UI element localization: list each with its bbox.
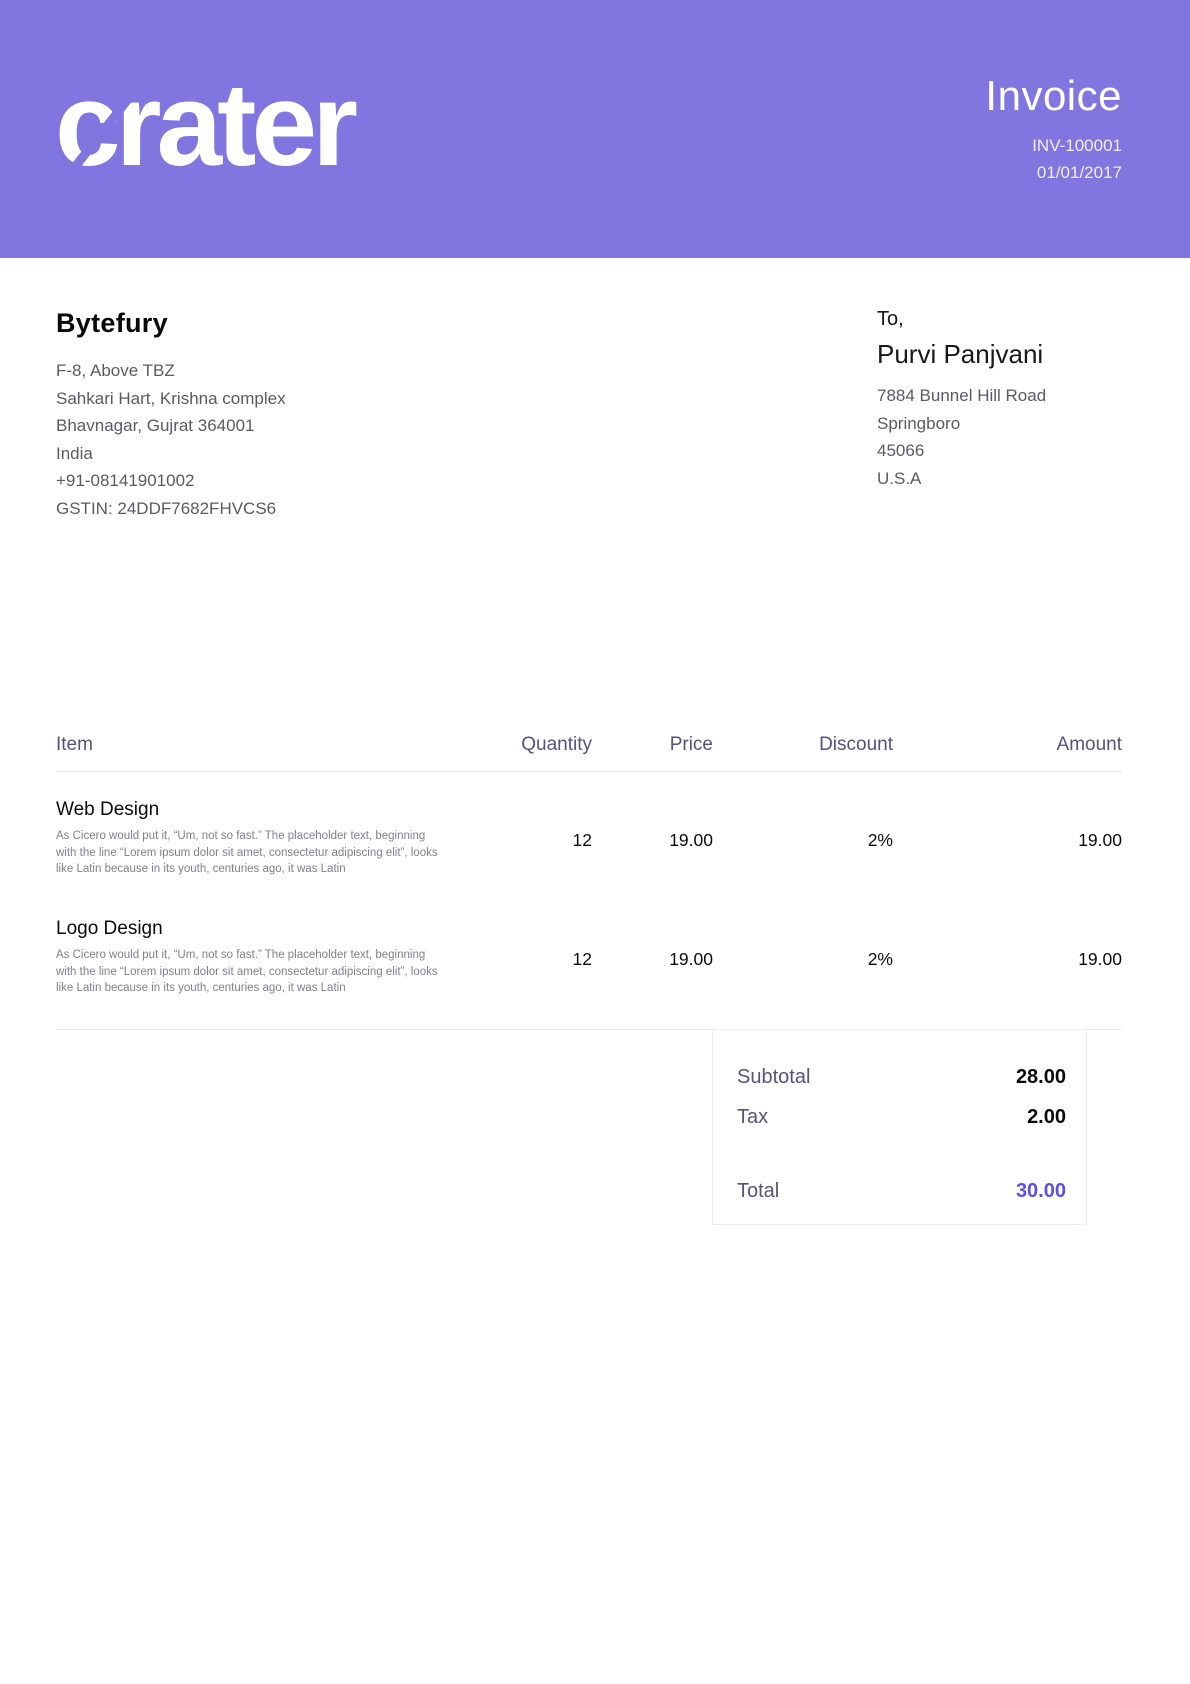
item-name: Web Design xyxy=(56,799,160,820)
subtotal-label: Subtotal xyxy=(737,1066,811,1089)
total-row: Total 30.00 xyxy=(737,1180,1066,1203)
item-name: Logo Design xyxy=(56,918,163,940)
item-quantity: 12 xyxy=(572,830,592,850)
column-header-price: Price xyxy=(669,734,713,755)
company-address-line: F-8, Above TBZ xyxy=(56,361,175,380)
company-address-line: Bhavnagar, Gujrat 364001 xyxy=(56,416,255,435)
tax-label: Tax xyxy=(737,1106,769,1129)
customer-address-line: Springboro xyxy=(877,413,961,433)
item-cell: Web Design As Cicero would put it, “Um, … xyxy=(56,799,442,878)
customer-name: Purvi Panjvani xyxy=(877,339,1044,369)
item-amount: 19.00 xyxy=(1078,949,1122,970)
invoice-date: 01/01/2017 xyxy=(1036,163,1122,182)
item-price: 19.00 xyxy=(669,949,713,970)
customer-address-line: 45066 xyxy=(877,441,925,460)
item-discount: 2% xyxy=(867,830,893,850)
company-address-line: India xyxy=(56,443,93,463)
column-header-amount: Amount xyxy=(1056,734,1122,755)
item-description: As Cicero would put it, “Um, not so fast… xyxy=(56,949,438,995)
crater-logo-text: crater xyxy=(55,59,358,191)
item-cell: Logo Design As Cicero would put it, “Um,… xyxy=(56,918,442,997)
customer-address-line: 7884 Bunnel Hill Road xyxy=(877,386,1047,405)
tax-value: 2.00 xyxy=(1027,1106,1066,1129)
total-label: Total xyxy=(737,1180,780,1203)
subtotal-row: Subtotal 28.00 xyxy=(737,1066,1066,1089)
table-row: Web Design As Cicero would put it, “Um, … xyxy=(56,772,1122,878)
column-header-item: Item xyxy=(56,734,93,755)
item-quantity: 12 xyxy=(572,949,592,970)
items-table-body: Web Design As Cicero would put it, “Um, … xyxy=(56,772,1122,1031)
company-gstin: GSTIN: 24DDF7682FHVCS6 xyxy=(56,498,277,518)
to-block: To, Purvi Panjvani 7884 Bunnel Hill Road… xyxy=(877,308,1122,522)
company-name: Bytefury xyxy=(56,308,168,338)
invoice-meta: Invoice INV-100001 01/01/2017 xyxy=(985,72,1122,186)
column-header-discount: Discount xyxy=(819,734,893,755)
items-table-header: Item Quantity Price Discount Amount xyxy=(56,734,1122,772)
item-description: As Cicero would put it, “Um, not so fast… xyxy=(56,830,438,876)
table-row: Logo Design As Cicero would put it, “Um,… xyxy=(56,878,1122,997)
from-block: Bytefury F-8, Above TBZ Sahkari Hart, Kr… xyxy=(56,308,286,522)
invoice-title: Invoice xyxy=(985,71,1122,119)
subtotal-value: 28.00 xyxy=(1015,1066,1066,1089)
tax-row: Tax 2.00 xyxy=(737,1106,1066,1129)
parties-section: Bytefury F-8, Above TBZ Sahkari Hart, Kr… xyxy=(0,258,1190,522)
column-header-quantity: Quantity xyxy=(521,734,592,755)
item-amount: 19.00 xyxy=(1078,830,1122,850)
item-discount: 2% xyxy=(867,949,893,970)
items-table: Item Quantity Price Discount Amount Web … xyxy=(56,734,1122,1031)
company-address-line: Sahkari Hart, Krishna complex xyxy=(56,388,286,408)
header-band: crater Invoice INV-100001 01/01/2017 xyxy=(0,0,1190,258)
customer-address-line: U.S.A xyxy=(877,468,922,488)
invoice-number: INV-100001 xyxy=(1032,135,1122,155)
company-phone: +91-08141901002 xyxy=(56,471,195,490)
crater-logo: crater xyxy=(49,62,358,199)
item-price: 19.00 xyxy=(669,830,713,850)
total-value: 30.00 xyxy=(1015,1180,1066,1203)
to-label: To, xyxy=(877,308,904,330)
totals-box: Subtotal 28.00 Tax 2.00 Total 30.00 xyxy=(712,1029,1087,1226)
